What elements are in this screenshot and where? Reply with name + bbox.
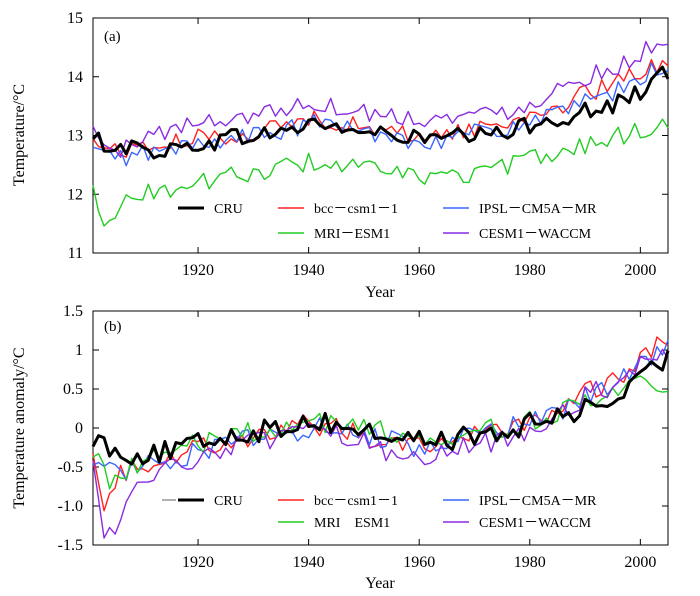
legend-label-cesm: CESM1－WACCM [479,516,592,531]
legend-label-mri: MRI－ESM1 [314,227,390,242]
panel-a-xlabel: Year [365,284,395,301]
x-tick-label: 1960 [403,554,435,571]
panel-a-series [91,40,670,227]
series-line-CRU [91,65,670,160]
y-tick-label: 15 [67,10,83,27]
series-line-mri [92,375,669,490]
legend-label-CRU: CRU [214,494,243,509]
panel-a-ylabel: Temperature/°C [11,84,28,186]
x-tick-label: 2000 [624,554,656,571]
panel-b: (b) Temperature anomaly/°C Year 1920 1940… [11,303,670,592]
y-tick-label: -1.0 [58,498,83,515]
x-tick-label: 1980 [514,554,546,571]
y-tick-label: 1 [75,342,83,359]
y-tick-label: 12 [67,186,83,203]
y-tick-label: -0.5 [58,459,83,476]
legend-label-ipsl: IPSL－CM5A－MR [479,202,597,217]
legend-label-bcc: bcc－csm1－1 [314,494,398,509]
legend-label-mri: MRI ESM1 [314,516,390,531]
panel-b-x-ticks: 1920 1940 1960 1980 2000 [182,311,656,571]
panel-b-y-ticks: -1.5 -1.0 -0.5 0 0.5 1 1.5 [58,303,668,554]
panel-a-label: (a) [104,29,121,45]
panel-b-legend: CRU bcc－csm1－1 IPSL－CM5A－MR MRI ESM1 CESM1－W… [162,494,597,531]
panel-b-xlabel: Year [365,575,395,592]
legend-label-ipsl: IPSL－CM5A－MR [479,494,597,509]
panel-b-label: (b) [104,319,122,335]
panel-b-frame [92,310,669,546]
x-tick-label: 1920 [182,554,214,571]
y-tick-label: 0 [75,420,83,437]
y-tick-label: 13 [67,128,83,145]
x-tick-label: 1920 [182,262,214,279]
panel-b-ylabel: Temperature anomaly/°C [11,347,28,508]
x-tick-label: 1940 [293,262,325,279]
panel-a: (a) Temperature/°C Year 1920 1940 1960 1980… [11,10,670,301]
panel-a-frame [92,17,669,254]
legend-label-cesm: CESM1－WACCM [479,227,592,242]
x-tick-label: 1940 [293,554,325,571]
series-line-cesm [92,348,669,539]
series-line-mri [92,118,669,227]
x-tick-label: 1960 [403,262,435,279]
y-tick-label: 14 [67,69,83,86]
panel-b-series [91,336,670,539]
legend-label-bcc: bcc－csm1－1 [314,202,398,217]
y-tick-label: 11 [68,245,83,262]
panel-a-x-ticks: 1920 1940 1960 1980 2000 [182,18,656,279]
series-line-cesm [92,40,669,158]
y-tick-label: 0.5 [63,381,83,398]
series-line-ipsl [92,62,669,167]
legend-label-CRU: CRU [214,202,243,217]
y-tick-label: 1.5 [63,303,83,320]
x-tick-label: 2000 [624,262,656,279]
y-tick-label: -1.5 [58,537,83,554]
panel-a-y-ticks: 11 12 13 14 15 [67,10,668,262]
series-line-CRU [91,350,670,466]
series-line-bcc [92,336,669,512]
panel-a-legend: CRU bcc－csm1－1 IPSL－CM5A－MR MRI－ESM1 CESM1－W… [178,202,597,242]
x-tick-label: 1980 [514,262,546,279]
